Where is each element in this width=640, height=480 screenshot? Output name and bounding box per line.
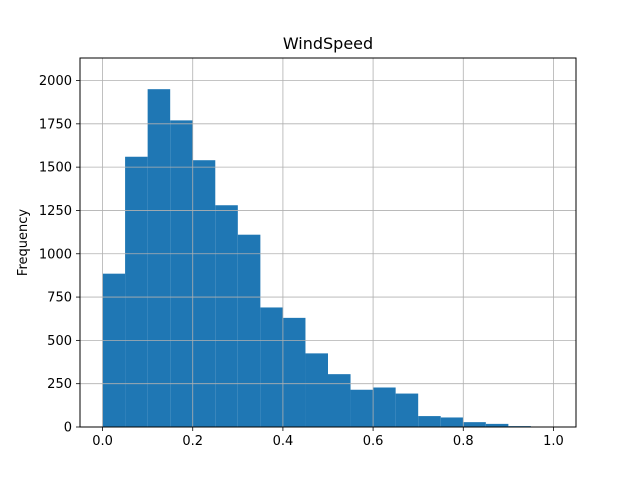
y-axis-label: Frequency <box>16 209 31 276</box>
histogram-bars <box>102 89 554 428</box>
chart-title: WindSpeed <box>283 34 373 53</box>
y-tick-label: 1250 <box>39 204 72 219</box>
histogram-bar <box>237 234 261 427</box>
plot-frame <box>79 57 577 428</box>
histogram-bar <box>305 353 328 427</box>
histogram-bar <box>328 374 351 427</box>
histogram-bar <box>147 89 171 428</box>
grid-lines <box>80 58 576 428</box>
y-tick-label: 750 <box>47 291 72 306</box>
histogram-bar <box>282 317 306 427</box>
y-tick-label: 0 <box>64 421 72 436</box>
histogram-bar <box>192 160 216 427</box>
y-tick-label: 2000 <box>39 74 72 89</box>
y-axis-ticks: 0 250 500 750 1000 1250 1500 1750 2000 <box>39 74 80 436</box>
y-tick-label: 250 <box>47 377 72 392</box>
y-tick-label: 1750 <box>39 117 72 132</box>
x-tick-label: 0.8 <box>453 434 474 449</box>
x-tick-label: 1.0 <box>543 434 564 449</box>
histogram-bar <box>125 156 148 427</box>
histogram-bar <box>350 389 374 427</box>
x-tick-label: 0.2 <box>182 434 203 449</box>
y-tick-label: 500 <box>47 334 72 349</box>
histogram-bar <box>418 416 441 427</box>
histogram-bar <box>463 422 486 427</box>
histogram-bar <box>485 423 509 427</box>
histogram-bar <box>395 393 419 427</box>
histogram-bar <box>260 307 283 427</box>
histogram-bar <box>102 273 126 427</box>
x-axis-ticks: 0.0 0.2 0.4 0.6 0.8 1.0 <box>92 427 564 449</box>
x-tick-label: 0.0 <box>92 434 113 449</box>
y-tick-label: 1000 <box>39 247 72 262</box>
x-tick-label: 0.4 <box>273 434 294 449</box>
y-tick-label: 1500 <box>39 161 72 176</box>
histogram-bar <box>373 387 396 427</box>
histogram-bar <box>215 205 238 427</box>
x-tick-label: 0.6 <box>363 434 384 449</box>
histogram-bar <box>170 120 193 428</box>
histogram-bar <box>440 417 464 427</box>
